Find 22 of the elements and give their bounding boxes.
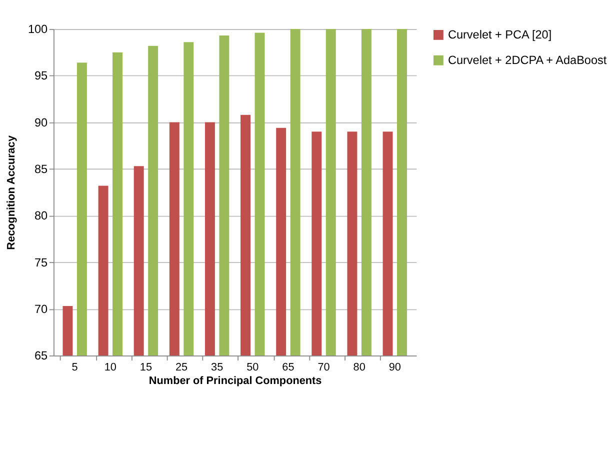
x-tick-label: 10 (104, 361, 116, 374)
x-tick-label: 65 (282, 361, 294, 374)
x-axis-title: Number of Principal Components (148, 375, 322, 388)
y-tick-label: 80 (34, 210, 48, 223)
y-tick-label: 85 (34, 163, 48, 176)
x-tick-label: 25 (175, 361, 188, 374)
legend-label: Curvelet + 2DCPA + AdaBoost (448, 54, 608, 67)
y-tick-label: 90 (34, 116, 48, 130)
y-tick-label: 70 (34, 302, 48, 316)
x-tick-label: 90 (388, 361, 401, 374)
y-tick-label: 100 (28, 23, 48, 36)
x-tick-label: 50 (246, 361, 259, 374)
y-tick-label: 95 (34, 70, 48, 83)
y-axis-title: Recognition Accuracy (5, 136, 18, 250)
y-tick-label: 65 (34, 350, 48, 363)
legend-label: Curvelet + PCA [20] (448, 28, 552, 42)
x-tick-label: 80 (353, 361, 366, 374)
x-tick-label: 70 (318, 361, 330, 374)
x-tick-label: 35 (211, 361, 224, 374)
y-tick-label: 75 (34, 256, 48, 270)
x-tick-label: 5 (72, 361, 78, 374)
x-tick-label: 15 (140, 361, 152, 374)
